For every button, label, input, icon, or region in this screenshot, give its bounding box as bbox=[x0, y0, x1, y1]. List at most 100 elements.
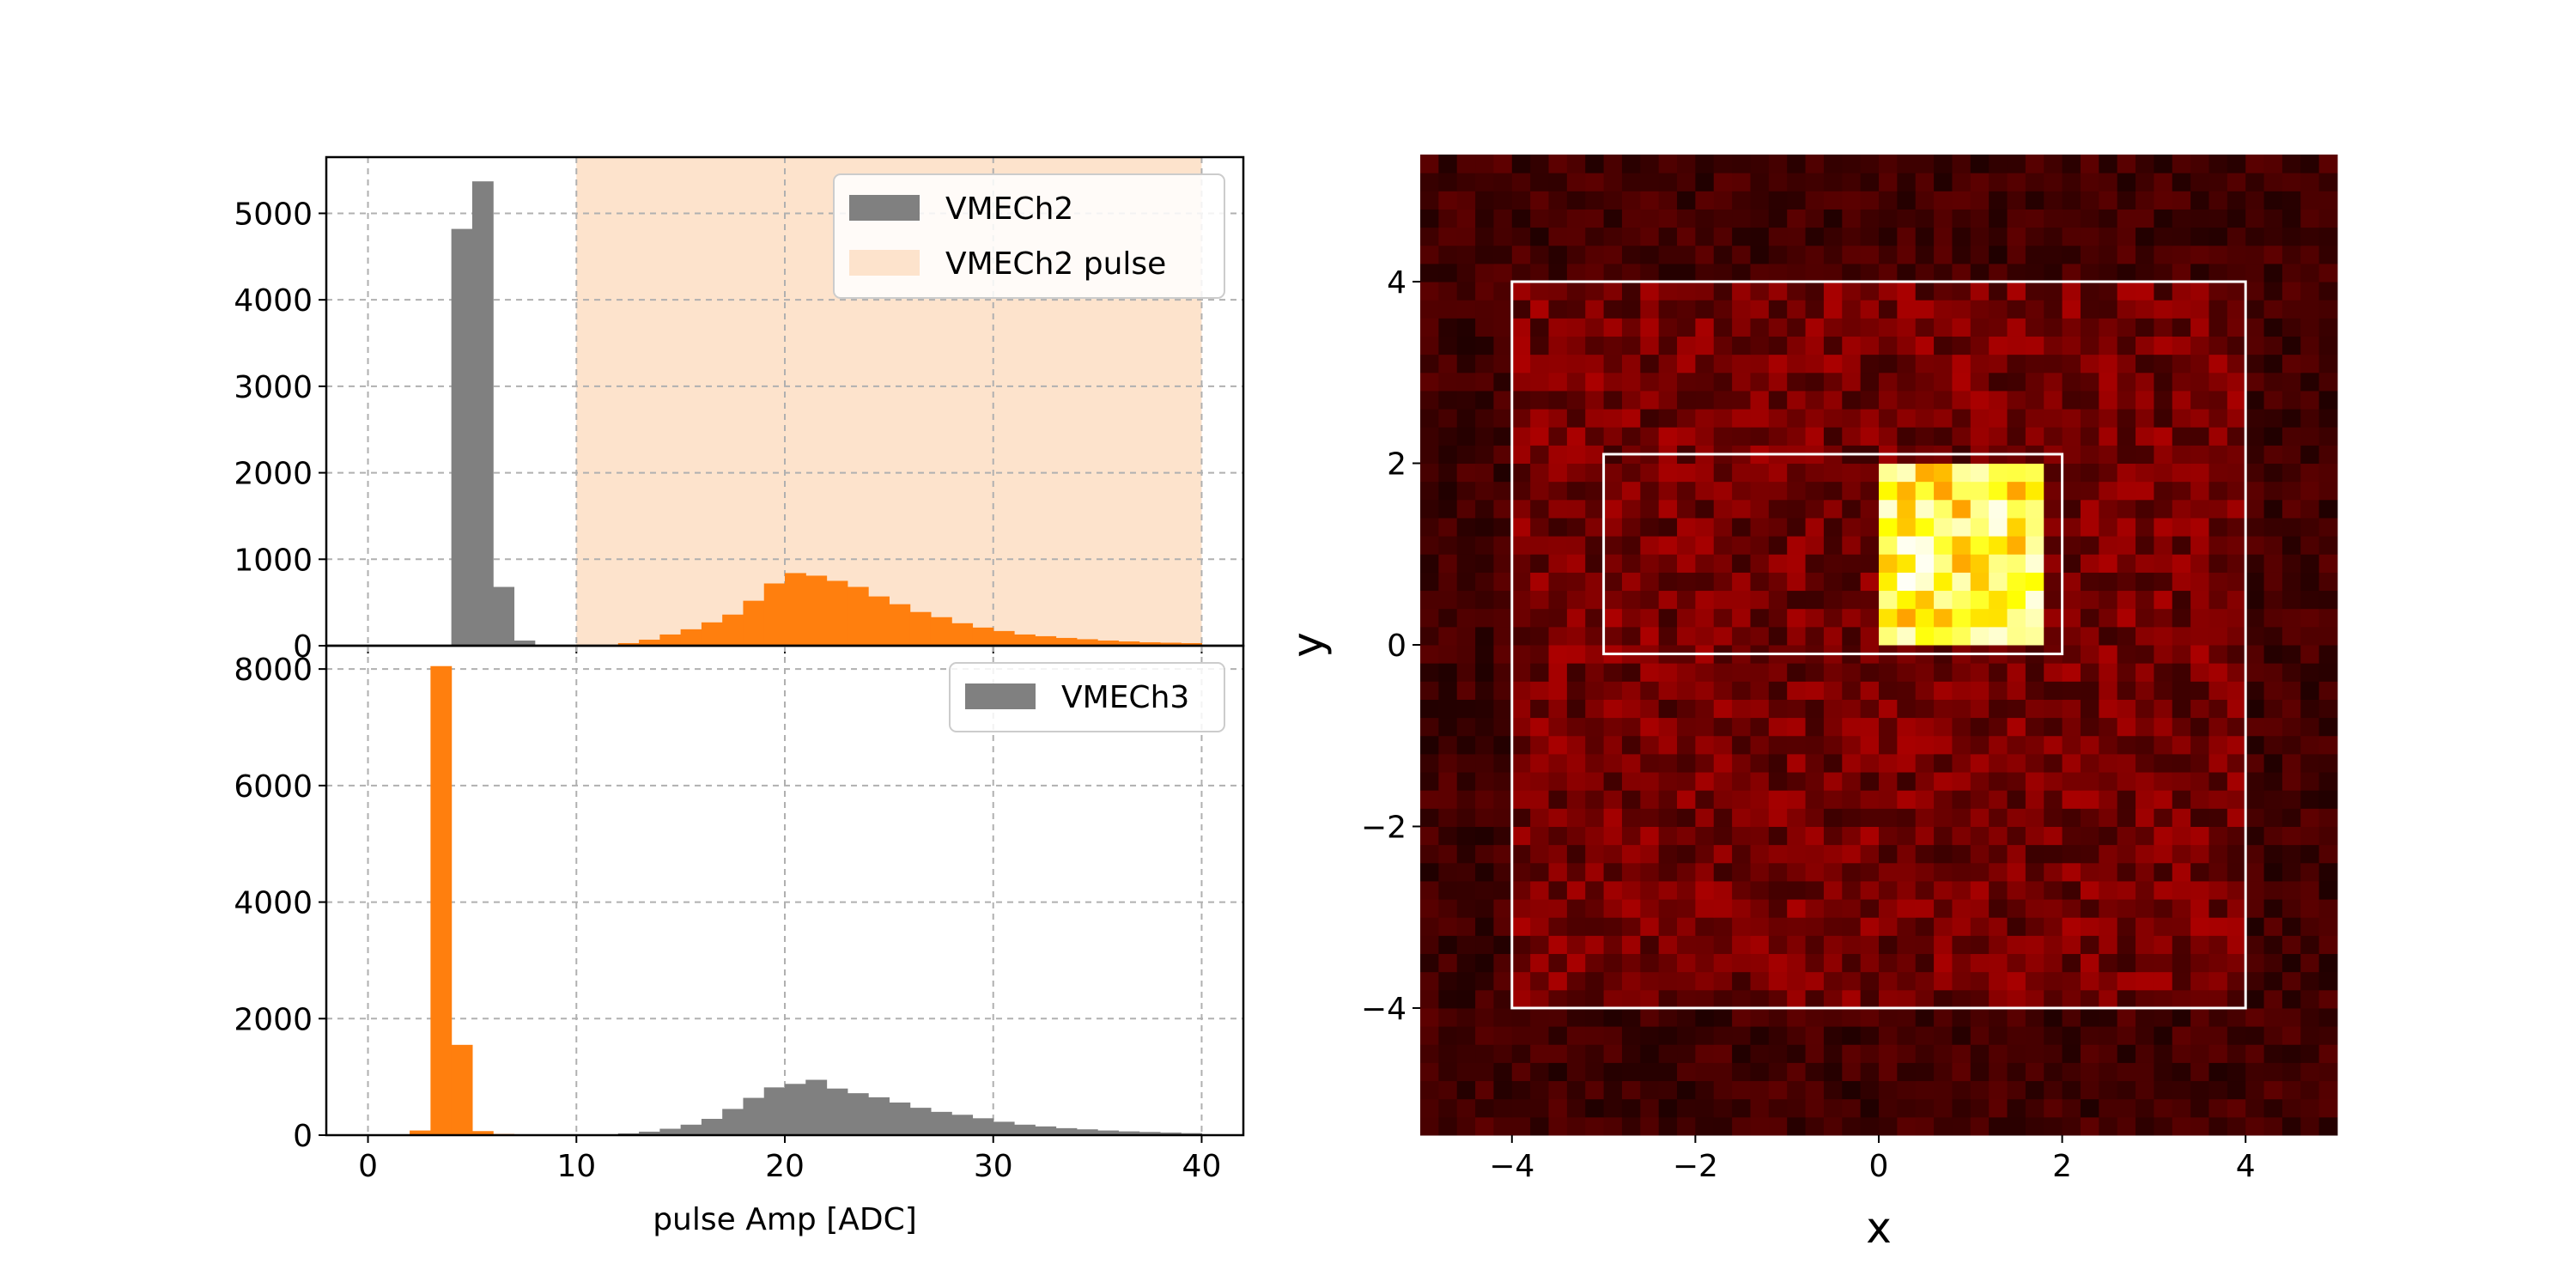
heatmap-cell bbox=[1805, 572, 1825, 592]
heatmap-cell bbox=[2062, 390, 2081, 410]
heatmap-cell bbox=[2172, 917, 2191, 936]
heatmap-cell bbox=[1860, 1080, 1880, 1100]
heatmap-cell bbox=[2245, 209, 2265, 228]
heatmap-cell bbox=[1438, 318, 1458, 337]
heatmap-cell bbox=[1603, 300, 1623, 319]
heatmap-cell bbox=[1787, 536, 1807, 555]
heatmap-cell bbox=[2099, 1098, 2118, 1118]
heatmap-cell bbox=[1934, 826, 1953, 846]
heatmap-cell bbox=[2044, 409, 2063, 428]
heatmap-cell bbox=[2227, 953, 2246, 973]
heatmap-cell bbox=[1805, 663, 1825, 682]
heatmap-cell bbox=[1732, 1098, 1751, 1118]
heatmap-cell bbox=[1621, 681, 1641, 700]
heatmap-cell bbox=[1750, 1116, 1770, 1136]
heatmap-cell bbox=[2007, 1098, 2026, 1118]
heatmap-cell bbox=[1860, 372, 1880, 392]
heatmap-cell bbox=[1677, 1098, 1696, 1118]
heatmap-cell bbox=[1493, 282, 1513, 301]
heatmap-cell bbox=[1823, 681, 1843, 700]
heatmap-cell bbox=[1713, 1116, 1733, 1136]
heatmap-cell bbox=[2136, 318, 2154, 337]
heatmap-cell bbox=[1677, 481, 1696, 501]
heatmap-cell bbox=[1915, 790, 1935, 809]
heatmap-cell bbox=[1768, 336, 1788, 355]
heatmap-cell bbox=[2099, 917, 2118, 936]
heatmap-cell bbox=[2190, 173, 2209, 191]
heatmap-cell bbox=[1566, 300, 1586, 319]
heatmap-cell bbox=[2117, 681, 2136, 700]
heatmap-cell bbox=[1823, 663, 1843, 682]
heatmap-cell bbox=[1493, 173, 1513, 191]
heatmap-cell bbox=[2099, 1080, 2118, 1100]
heatmap-cell bbox=[1530, 844, 1550, 864]
heatmap-cell bbox=[2227, 155, 2246, 173]
heatmap-cell bbox=[1842, 899, 1862, 918]
heatmap-cell bbox=[1823, 1116, 1843, 1136]
heatmap-cell bbox=[1511, 844, 1531, 864]
heatmap-cell bbox=[1787, 173, 1807, 191]
bar-vmech3 bbox=[639, 1131, 660, 1135]
heatmap-cell bbox=[1750, 717, 1770, 737]
heatmap-cell bbox=[2318, 463, 2338, 483]
heatmap-cell bbox=[2136, 481, 2154, 501]
heatmap-cell bbox=[1823, 790, 1843, 809]
heatmap-cell bbox=[1438, 1044, 1458, 1063]
heatmap-cell bbox=[2062, 191, 2081, 210]
heatmap-cell bbox=[1750, 499, 1770, 519]
heatmap-cell bbox=[2062, 880, 2081, 900]
heatmap-cell bbox=[1934, 1080, 1953, 1100]
heatmap-cell bbox=[2227, 209, 2246, 228]
heatmap-cell bbox=[1805, 590, 1825, 610]
heatmap-cell bbox=[2300, 717, 2320, 737]
heatmap-cell bbox=[2245, 572, 2265, 592]
heatmap-cell bbox=[2007, 209, 2026, 228]
heatmap-cell bbox=[1934, 300, 1953, 319]
heatmap-cell bbox=[1621, 1007, 1641, 1027]
heatmap-cell bbox=[1621, 463, 1641, 483]
heatmap-cell bbox=[2190, 572, 2209, 592]
heatmap-cell bbox=[1603, 626, 1623, 646]
heatmap-cell bbox=[1621, 372, 1641, 392]
heatmap-cell bbox=[2227, 663, 2246, 682]
heatmap-cell bbox=[2190, 481, 2209, 501]
heatmap-cell bbox=[2318, 300, 2338, 319]
heatmap-cell bbox=[1879, 717, 1898, 737]
heatmap-cell bbox=[1695, 481, 1715, 501]
heatmap-cell bbox=[1530, 318, 1550, 337]
heatmap-cell bbox=[1621, 536, 1641, 555]
heatmap-cell bbox=[1548, 572, 1568, 592]
heatmap-cell bbox=[1603, 1116, 1623, 1136]
heatmap-cell bbox=[1530, 390, 1550, 410]
heatmap-cell bbox=[1915, 554, 1935, 573]
heatmap-cell bbox=[1566, 318, 1586, 337]
heatmap-cell bbox=[2080, 318, 2099, 337]
heatmap-cell bbox=[2154, 953, 2173, 973]
heatmap-cell bbox=[2117, 917, 2136, 936]
heatmap-cell bbox=[2136, 1098, 2154, 1118]
heatmap-cell bbox=[2025, 590, 2044, 610]
heatmap-cell bbox=[1732, 971, 1751, 991]
heatmap-cell bbox=[1420, 808, 1439, 827]
heatmap-cell bbox=[2080, 753, 2099, 773]
heatmap-cell bbox=[2136, 862, 2154, 882]
heatmap-cell bbox=[1585, 155, 1605, 173]
heatmap-cell bbox=[1658, 318, 1678, 337]
heatmap-cell bbox=[1732, 572, 1751, 592]
heatmap-cell bbox=[1585, 772, 1605, 791]
heatmap-cell bbox=[2025, 862, 2044, 882]
heatmap-cell bbox=[1621, 608, 1641, 628]
heatmap-cell bbox=[1677, 1116, 1696, 1136]
heatmap-cell bbox=[1970, 917, 1990, 936]
heatmap-cell bbox=[1860, 554, 1880, 573]
heatmap-cell bbox=[1677, 536, 1696, 555]
bar-vmech2 bbox=[451, 228, 473, 646]
bar-vmech3 bbox=[680, 1124, 702, 1135]
heatmap-cell bbox=[2099, 1116, 2118, 1136]
heatmap-cell bbox=[1970, 427, 1990, 446]
heatmap-cell bbox=[1805, 772, 1825, 791]
heatmap-cell bbox=[1842, 626, 1862, 646]
heatmap-cell bbox=[1750, 318, 1770, 337]
bar-series-1 bbox=[1159, 642, 1182, 646]
heatmap-cell bbox=[1493, 390, 1513, 410]
